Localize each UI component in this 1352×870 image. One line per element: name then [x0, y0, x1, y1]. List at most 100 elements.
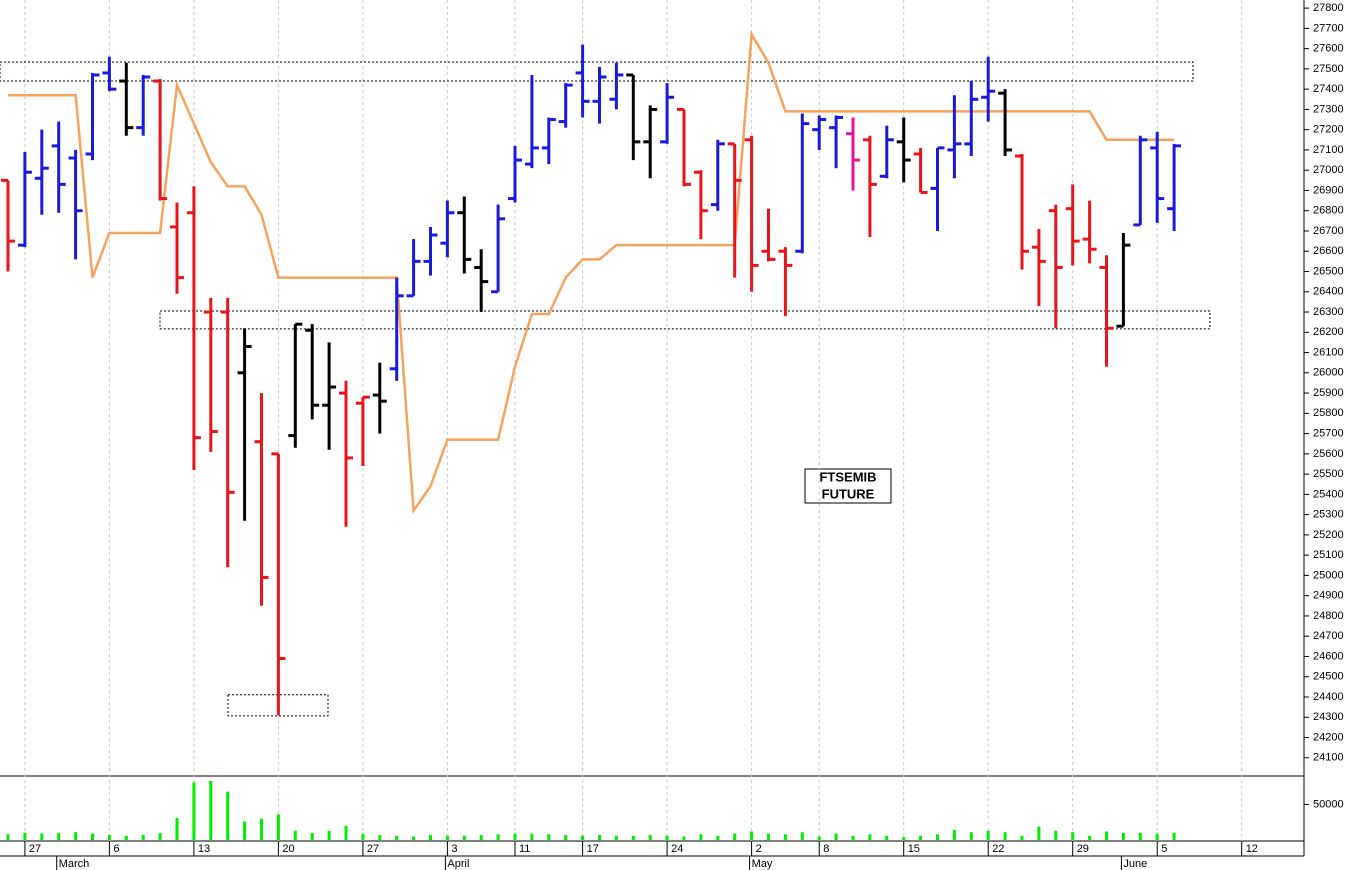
volume-bar	[716, 835, 720, 840]
volume-bar	[293, 830, 297, 840]
volume-bar	[1020, 835, 1024, 840]
x-tick-label: 20	[282, 843, 294, 855]
volume-bar	[175, 817, 179, 840]
volume-bar	[1054, 830, 1058, 840]
volume-bar	[936, 834, 939, 840]
y-tick-label: 26900	[1313, 184, 1344, 196]
volume-bar	[682, 836, 686, 840]
x-tick-label: 27	[29, 843, 41, 855]
y-tick-label: 25500	[1313, 468, 1344, 480]
volume-bar	[547, 834, 551, 840]
volume-bar	[1172, 832, 1176, 840]
y-tick-label: 24700	[1313, 630, 1344, 642]
volume-bar	[919, 835, 923, 840]
volume-bar	[1138, 832, 1142, 840]
volume-bar	[834, 833, 838, 840]
volume-bar	[902, 837, 906, 840]
volume-bar	[209, 780, 213, 840]
volume-bar	[750, 831, 754, 840]
volume-bar	[1037, 826, 1041, 840]
volume-bar	[1105, 831, 1108, 840]
y-tick-label: 25300	[1313, 509, 1344, 521]
volume-tick-label: 50000	[1313, 798, 1344, 810]
annotation: FUTURE	[822, 486, 875, 501]
y-tick-label: 27300	[1313, 103, 1344, 115]
x-tick-label: 24	[671, 843, 683, 855]
volume-bar	[598, 835, 601, 840]
x-tick-label: 8	[823, 843, 829, 855]
y-tick-label: 24600	[1313, 650, 1344, 662]
volume-bar	[40, 833, 44, 840]
x-tick-label: 5	[1161, 843, 1167, 855]
x-tick-label: 6	[113, 843, 119, 855]
volume-bar	[817, 836, 821, 840]
volume-bar	[462, 835, 466, 840]
y-tick-label: 26600	[1313, 245, 1344, 257]
volume-bar	[614, 835, 618, 840]
volume-bar	[378, 835, 382, 840]
volume-bar	[23, 832, 27, 840]
volume-bar	[665, 835, 669, 840]
volume-bar	[851, 835, 855, 840]
volume-bar	[57, 832, 61, 840]
x-tick-label: 15	[908, 843, 920, 855]
volume-bar	[564, 835, 568, 840]
y-tick-label: 26000	[1313, 367, 1344, 379]
y-tick-label: 25200	[1313, 529, 1344, 541]
volume-bar	[986, 830, 990, 840]
volume-bar	[868, 834, 872, 840]
y-tick-label: 26700	[1313, 225, 1344, 237]
volume-bar	[513, 833, 517, 840]
month-label: May	[752, 858, 773, 870]
y-tick-label: 27800	[1313, 2, 1344, 14]
month-label: June	[1123, 858, 1147, 870]
volume-bar	[733, 833, 737, 840]
volume-bar	[141, 835, 145, 840]
y-tick-label: 24800	[1313, 610, 1344, 622]
y-tick-label: 27400	[1313, 83, 1344, 95]
y-tick-label: 25000	[1313, 569, 1344, 581]
x-tick-label: 17	[587, 843, 599, 855]
x-tick-label: 12	[1246, 843, 1258, 855]
volume-bar	[581, 835, 585, 840]
volume-bar	[6, 834, 10, 840]
volume-bar	[479, 835, 483, 840]
y-tick-label: 26300	[1313, 306, 1344, 318]
y-tick-label: 27700	[1313, 22, 1344, 34]
y-tick-label: 25400	[1313, 488, 1344, 500]
volume-bar	[107, 835, 111, 840]
y-tick-label: 24100	[1313, 752, 1344, 764]
volume-bar	[631, 835, 635, 840]
annotation: FTSEMIB	[819, 469, 876, 484]
volume-bar	[361, 833, 365, 840]
x-tick-label: 11	[519, 843, 530, 855]
volume-bar	[885, 835, 889, 840]
volume-bar	[192, 782, 196, 840]
volume-bar	[260, 818, 263, 840]
y-tick-label: 24400	[1313, 691, 1344, 703]
indicator-line	[8, 30, 1175, 515]
volume-bar	[1071, 832, 1075, 840]
month-label: March	[59, 858, 90, 870]
x-tick-label: 22	[992, 843, 1004, 855]
y-tick-label: 26500	[1313, 265, 1344, 277]
volume-bar	[395, 835, 399, 840]
y-tick-label: 24300	[1313, 711, 1344, 723]
volume-bar	[344, 825, 348, 840]
y-tick-label: 24900	[1313, 590, 1344, 602]
volume-bar	[699, 834, 703, 840]
y-tick-label: 25600	[1313, 448, 1344, 460]
volume-bar	[1121, 832, 1125, 840]
y-tick-label: 27100	[1313, 144, 1344, 156]
zone	[159, 310, 1211, 330]
volume-bar	[310, 832, 314, 840]
y-tick-label: 25800	[1313, 407, 1344, 419]
y-tick-label: 24500	[1313, 671, 1344, 683]
y-tick-label: 27600	[1313, 43, 1344, 55]
volume-bar	[445, 835, 449, 840]
y-tick-label: 26100	[1313, 346, 1344, 358]
volume-bar	[74, 832, 78, 840]
volume-bar	[226, 791, 230, 840]
volume-bar	[530, 833, 534, 840]
y-tick-label: 27200	[1313, 124, 1344, 136]
